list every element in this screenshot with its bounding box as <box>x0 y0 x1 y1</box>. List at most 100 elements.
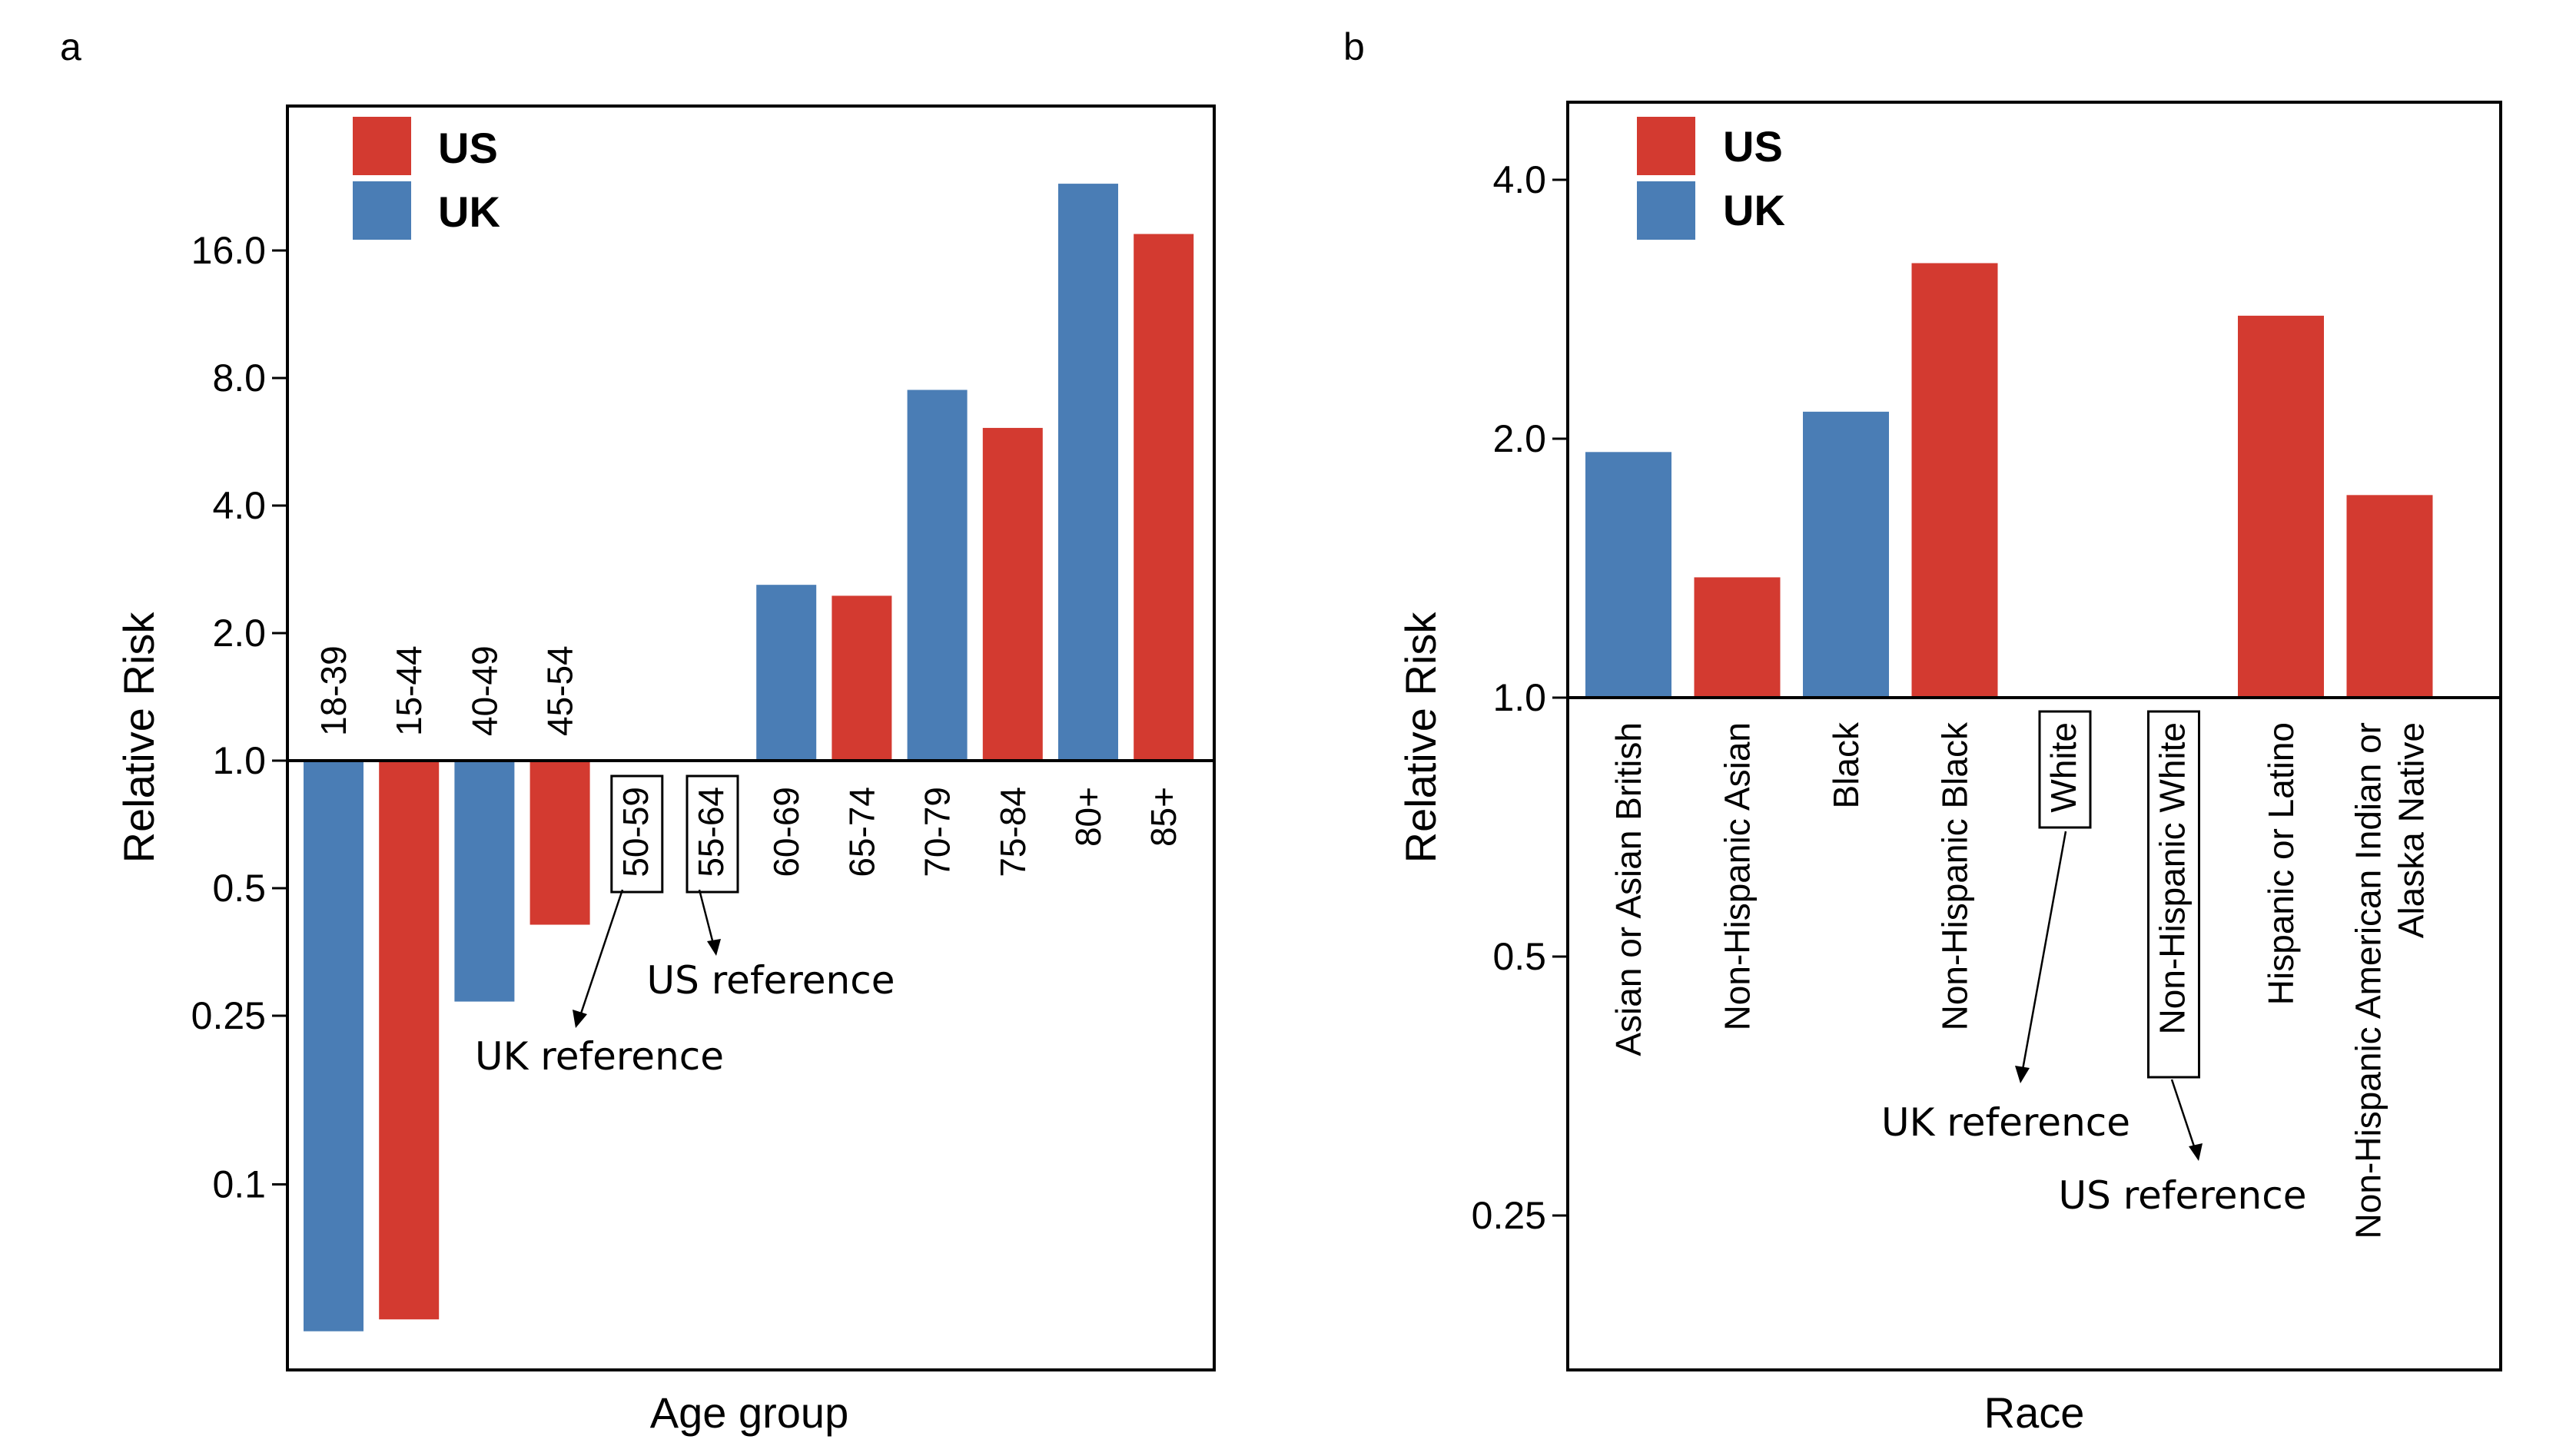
y-tick-label: 0.1 <box>212 1162 266 1206</box>
uk-reference-arrow <box>579 889 624 1017</box>
category-label-non-hispanic-black: Non-Hispanic Black <box>1935 721 1975 1030</box>
panel-b-legend: US UK <box>1637 117 1785 240</box>
reference-box <box>2038 710 2092 829</box>
category-label-80: 80+ <box>1068 787 1108 847</box>
category-label-60-69: 60-69 <box>766 787 806 877</box>
legend-swatch-us <box>1637 117 1695 175</box>
panel-a-ylabel: Relative Risk <box>115 612 163 864</box>
category-label-text: 70-79 <box>918 787 958 877</box>
panel-label-a: a <box>60 25 81 68</box>
panel-a-bars <box>304 184 1194 1332</box>
panel-a: a 0.1 0.25 0.5 1.0 2.0 4.0 8.0 16.0 18-39 15-44 4… <box>60 25 1216 1437</box>
uk-reference-arrowhead <box>2015 1066 2030 1083</box>
bar-us-non-hispanic-american-indian-or-alaska-native <box>2346 495 2433 698</box>
bar-us-non-hispanic-black <box>1911 263 1998 698</box>
category-label-text: 65-74 <box>842 787 881 877</box>
us-reference-arrow <box>698 889 715 944</box>
category-label-non-hispanic-american-indian-or-alaska-native: Non-Hispanic American Indian or Alaska Na… <box>2349 722 2432 1239</box>
y-tick-label: 16.0 <box>191 229 266 272</box>
category-label-text: 40-49 <box>464 645 504 736</box>
y-tick-label: 4.0 <box>212 484 266 527</box>
bar-us-75-84 <box>982 427 1043 761</box>
category-label-text: Non-Hispanic American Indian or <box>2349 722 2388 1239</box>
category-label-text: 18-39 <box>314 645 354 736</box>
y-tick-label: 1.0 <box>212 739 266 782</box>
y-tick-label: 0.25 <box>1472 1194 1546 1237</box>
category-label-55-64: 55-64 <box>685 774 739 894</box>
category-label-asian-or-asian-british: Asian or Asian British <box>1608 722 1648 1056</box>
category-label-75-84: 75-84 <box>993 787 1033 877</box>
y-tick-label: 4.0 <box>1492 158 1546 201</box>
panel-a-frame <box>286 104 1216 1371</box>
category-label-text: 85+ <box>1144 787 1183 847</box>
y-tick-label: 2.0 <box>212 612 266 655</box>
category-label-70-79: 70-79 <box>918 787 958 877</box>
panel-label-b: b <box>1343 25 1365 68</box>
reference-box <box>685 774 739 894</box>
y-tick-label: 8.0 <box>212 357 266 400</box>
legend-label-uk: UK <box>438 187 500 236</box>
category-label-18-39: 18-39 <box>314 645 354 736</box>
category-label-text: 15-44 <box>389 645 429 736</box>
legend-label-us: US <box>438 124 498 172</box>
bar-uk-40-49 <box>454 761 515 1002</box>
y-tick-label: 0.5 <box>1492 935 1546 978</box>
panel-b-ylabel: Relative Risk <box>1396 612 1445 864</box>
y-tick-label: 1.0 <box>1492 676 1546 719</box>
bar-uk-asian-or-asian-british <box>1585 452 1671 698</box>
bar-us-hispanic-or-latino <box>2238 315 2324 698</box>
category-label-text: 60-69 <box>766 787 806 877</box>
panel-a-y-axis: 0.1 0.25 0.5 1.0 2.0 4.0 8.0 16.0 <box>191 229 287 1206</box>
uk-reference-label: UK reference <box>475 1034 724 1079</box>
category-label-65-74: 65-74 <box>842 787 881 877</box>
us-reference-label: US reference <box>647 958 895 1003</box>
category-label-text: Non-Hispanic White <box>2153 722 2193 1034</box>
category-label-text: Non-Hispanic Asian <box>1718 722 1758 1030</box>
category-label-text: 45-54 <box>540 645 580 736</box>
bar-us-15-44 <box>379 761 440 1320</box>
bar-uk-70-79 <box>907 390 968 761</box>
bar-us-45-54 <box>529 761 590 925</box>
category-label-15-44: 15-44 <box>389 645 429 736</box>
legend-label-us: US <box>1723 122 1783 171</box>
legend-label-uk: UK <box>1723 186 1785 234</box>
panel-b-xlabel: Race <box>1984 1388 2085 1437</box>
panel-a-reference-annotations: UK reference US reference <box>475 889 895 1079</box>
category-label-40-49: 40-49 <box>464 645 504 736</box>
category-label-text: Asian or Asian British <box>1608 722 1648 1056</box>
bar-us-non-hispanic-asian <box>1694 577 1781 698</box>
panel-b-y-axis: 0.25 0.5 1.0 2.0 4.0 <box>1472 158 1568 1237</box>
panel-a-xlabel: Age group <box>650 1388 848 1437</box>
panel-b-frame <box>1566 101 2502 1371</box>
category-label-text: White <box>2043 722 2083 813</box>
legend-swatch-us <box>353 117 411 175</box>
category-label-text: 75-84 <box>993 787 1033 877</box>
bar-uk-80 <box>1058 184 1118 761</box>
category-label-white: White <box>2038 710 2092 829</box>
us-reference-arrowhead <box>707 939 721 956</box>
us-reference-arrowhead <box>2189 1143 2203 1161</box>
category-label-text: 50-59 <box>616 787 656 877</box>
panel-b-reference-annotations: UK reference US reference <box>1881 831 2306 1218</box>
category-label-85: 85+ <box>1144 787 1183 847</box>
category-label-text: 55-64 <box>691 787 731 877</box>
y-tick-label: 2.0 <box>1492 417 1546 460</box>
panel-a-legend: US UK <box>353 117 500 240</box>
y-tick-label: 0.5 <box>212 867 266 910</box>
reference-box <box>610 774 664 894</box>
legend-swatch-uk <box>353 181 411 240</box>
us-reference-arrow <box>2170 1079 2196 1149</box>
category-label-black: Black <box>1826 721 1866 808</box>
panel-b-category-labels: Asian or Asian British Non-Hispanic Asian… <box>1608 710 2432 1239</box>
panel-a-category-labels: 18-39 15-44 40-49 45-54 50-59 55-64 60-69 65-74… <box>314 645 1183 894</box>
y-tick-label: 0.25 <box>191 994 266 1037</box>
panel-b-bars <box>1585 263 2433 698</box>
uk-reference-arrowhead <box>573 1010 587 1028</box>
category-label-45-54: 45-54 <box>540 645 580 736</box>
legend-swatch-uk <box>1637 181 1695 240</box>
bar-us-85 <box>1134 234 1194 761</box>
panel-b: b 0.25 0.5 1.0 2.0 4.0 Asian or Asian Britis… <box>1343 25 2502 1437</box>
bar-uk-60-69 <box>756 585 817 761</box>
category-label-50-59: 50-59 <box>610 774 664 894</box>
